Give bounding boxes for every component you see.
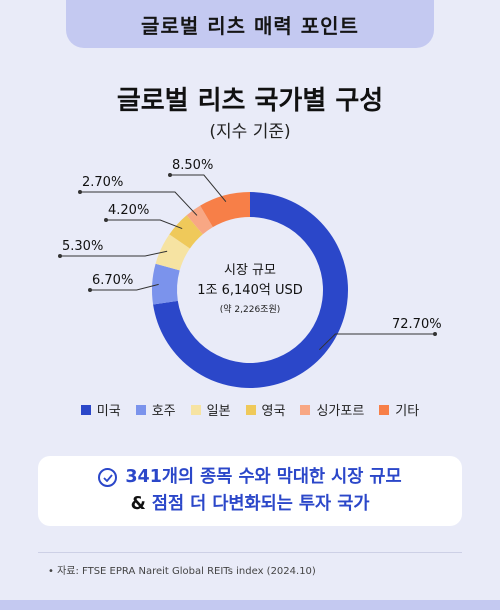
- callout-line-2: & 점점 더 다변화되는 투자 국가: [131, 491, 370, 518]
- slice-label-3: 4.20%: [108, 203, 149, 218]
- slice-label-0: 72.70%: [392, 317, 442, 332]
- legend-swatch-0: [80, 404, 91, 415]
- callout-box: 341개의 종목 수와 막대한 시장 규모 & 점점 더 다변화되는 투자 국가: [38, 456, 462, 526]
- slice-label-4: 2.70%: [82, 175, 123, 190]
- legend-swatch-5: [379, 404, 390, 415]
- legend-label-1: 호주: [151, 404, 176, 419]
- legend-item-2: 일본: [190, 400, 231, 419]
- legend-item-3: 영국: [245, 400, 286, 419]
- leader-dot-2: [58, 254, 62, 258]
- slice-3: [169, 215, 203, 249]
- callout-text-2: 점점 더 다변화되는 투자 국가: [151, 494, 370, 514]
- leader-line-0: [318, 333, 435, 351]
- legend-item-4: 싱가포르: [300, 400, 364, 419]
- legend-swatch-1: [135, 404, 146, 415]
- slice-2: [155, 234, 190, 271]
- center-note: (약 2,226조원): [220, 303, 281, 315]
- slice-label-5: 8.50%: [172, 158, 213, 173]
- check-circle-icon: [98, 468, 118, 487]
- leader-dot-1: [88, 288, 92, 292]
- legend-label-3: 영국: [261, 404, 286, 419]
- leader-line-4: [80, 191, 198, 216]
- legend-label-4: 싱가포르: [316, 404, 365, 419]
- header-label: 글로벌 리츠 매력 포인트: [141, 13, 359, 38]
- chart-legend: 미국 호주 일본 영국 싱가포르 기타: [0, 400, 500, 419]
- donut-chart: 72.70% 6.70% 5.30% 4.20% 2.70% 8.50% 시장 규모 1조…: [58, 158, 442, 388]
- leader-line-3: [106, 219, 183, 230]
- callout-ampersand: &: [130, 494, 146, 514]
- source-note: • 자료: FTSE EPRA Nareit Global REITs inde…: [48, 566, 316, 577]
- leader-dot-0: [433, 332, 437, 336]
- legend-swatch-3: [245, 404, 256, 415]
- leader-dot-4: [78, 190, 82, 194]
- legend-item-0: 미국: [80, 400, 121, 419]
- footer-band: [0, 600, 500, 610]
- leader-line-1: [90, 283, 159, 291]
- header-banner: 글로벌 리츠 매력 포인트: [66, 0, 434, 48]
- slice-label-2: 5.30%: [62, 239, 103, 254]
- footer-divider: [38, 552, 462, 553]
- legend-item-5: 기타: [379, 400, 419, 419]
- slice-4: [186, 205, 213, 235]
- center-value: 1조 6,140억 USD: [197, 283, 302, 298]
- slice-5: [200, 192, 250, 228]
- callout-text-1: 341개의 종목 수와 막대한 시장 규모: [125, 467, 402, 487]
- leader-dot-3: [104, 218, 108, 222]
- center-label: 시장 규모: [224, 263, 276, 278]
- legend-label-2: 일본: [206, 404, 231, 419]
- legend-item-1: 호주: [135, 400, 176, 419]
- legend-swatch-4: [300, 404, 311, 415]
- leader-line-2: [60, 250, 168, 257]
- leader-dot-5: [168, 173, 172, 177]
- chart-subtitle: (지수 기준): [209, 122, 291, 142]
- chart-title: 글로벌 리츠 국가별 구성: [116, 86, 384, 116]
- slice-1: [152, 263, 180, 305]
- leader-line-5: [170, 174, 227, 203]
- slice-label-1: 6.70%: [92, 273, 133, 288]
- legend-label-5: 기타: [395, 404, 420, 419]
- callout-line-1: 341개의 종목 수와 막대한 시장 규모: [98, 464, 402, 491]
- legend-label-0: 미국: [96, 404, 121, 419]
- legend-swatch-2: [190, 404, 201, 415]
